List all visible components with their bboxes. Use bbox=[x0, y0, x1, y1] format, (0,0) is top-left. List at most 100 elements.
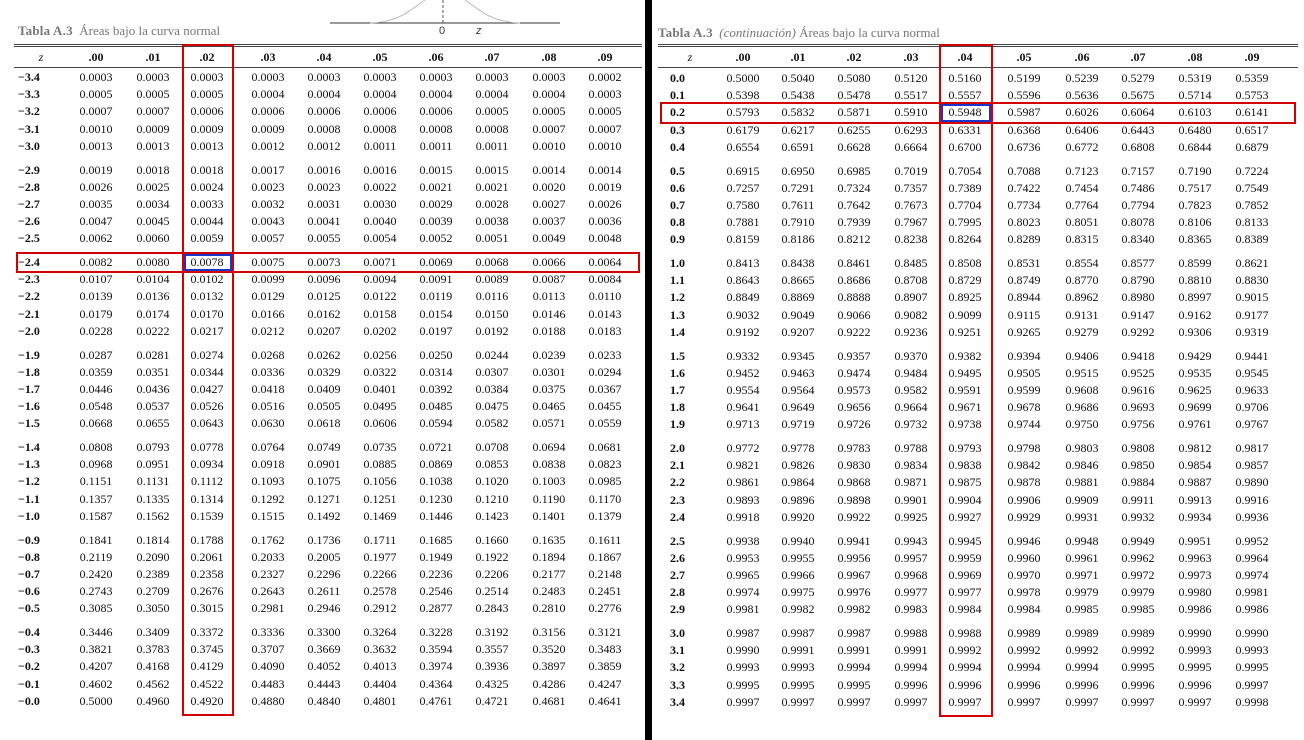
table-cell: 0.9918 bbox=[726, 509, 760, 524]
table-rule bbox=[658, 44, 1298, 45]
table-cell: 0.0040 bbox=[363, 214, 397, 229]
table-cell: 0.4364 bbox=[419, 676, 453, 691]
table-cell: 0.7357 bbox=[894, 180, 928, 195]
table-cell: 0.9875 bbox=[948, 475, 982, 490]
table-cell: 0.5714 bbox=[1178, 88, 1212, 103]
column-header: z bbox=[687, 50, 693, 64]
table-cell: 0.9279 bbox=[1065, 324, 1099, 339]
table-cell: 0.9988 bbox=[894, 626, 928, 640]
table-cell: 0.4483 bbox=[251, 676, 285, 691]
table-cell: 0.5557 bbox=[948, 88, 982, 103]
table-cell: 0.9981 bbox=[1235, 585, 1269, 600]
table-cell: 0.8159 bbox=[726, 232, 760, 247]
table-cell: 0.0418 bbox=[251, 381, 285, 396]
table-cell: 0.0094 bbox=[363, 272, 397, 287]
table-cell: 0.8212 bbox=[837, 232, 871, 247]
table-cell: 0.9968 bbox=[894, 567, 928, 582]
table-cell: 0.1230 bbox=[419, 491, 453, 506]
table-cell: 0.0003 bbox=[307, 70, 341, 84]
table-rule bbox=[14, 44, 642, 45]
column-header: .09 bbox=[1244, 50, 1260, 64]
table-cell: 0.9974 bbox=[726, 585, 760, 600]
table-cell: 0.0048 bbox=[588, 231, 622, 246]
column-header: .07 bbox=[484, 50, 500, 64]
table-cell: 0.9803 bbox=[1065, 441, 1099, 455]
table-cell: 0.9984 bbox=[948, 602, 982, 617]
table-cell: 0.9484 bbox=[894, 365, 928, 380]
table-cell: 0.9943 bbox=[894, 533, 928, 548]
table-cell: 0.0013 bbox=[136, 138, 170, 153]
table-cell: 0.2090 bbox=[136, 549, 170, 564]
table-cell: 0.0007 bbox=[532, 121, 566, 136]
table-cell: 0.9931 bbox=[1065, 509, 1099, 524]
table-cell: 0.3050 bbox=[136, 601, 170, 616]
table-cell: 0.7123 bbox=[1065, 163, 1099, 178]
table-cell: 0.9292 bbox=[1121, 324, 1155, 339]
z-value: −3.4 bbox=[18, 70, 40, 84]
table-cell: 0.9966 bbox=[781, 567, 815, 582]
table-cell: 0.9916 bbox=[1235, 492, 1269, 507]
table-cell: 0.9838 bbox=[948, 458, 982, 473]
table-cell: 0.0005 bbox=[190, 87, 224, 102]
table-cell: 0.9990 bbox=[1235, 626, 1269, 640]
table-cell: 0.9678 bbox=[1007, 400, 1041, 415]
column-header: .00 bbox=[735, 50, 751, 64]
table-cell: 0.9959 bbox=[948, 550, 982, 565]
column-header: .01 bbox=[145, 50, 161, 64]
z-value: −0.2 bbox=[18, 659, 40, 674]
table-cell: 0.0125 bbox=[307, 289, 341, 304]
table-cell: 0.0019 bbox=[79, 162, 113, 177]
table-cell: 0.2148 bbox=[588, 566, 622, 581]
table-cell: 0.9988 bbox=[948, 626, 982, 640]
table-cell: 0.0002 bbox=[588, 70, 622, 84]
table-cell: 0.0041 bbox=[307, 214, 341, 229]
table-cell: 0.9963 bbox=[1178, 550, 1212, 565]
table-cell: 0.9890 bbox=[1235, 475, 1269, 490]
table-cell: 0.0129 bbox=[251, 289, 285, 304]
table-cell: 0.9798 bbox=[1007, 441, 1041, 455]
table-cell: 0.8461 bbox=[837, 256, 871, 270]
table-cell: 0.4562 bbox=[136, 676, 170, 691]
table-cell: 0.3669 bbox=[307, 642, 341, 657]
table-cell: 0.0004 bbox=[363, 87, 397, 102]
table-cell: 0.1446 bbox=[419, 508, 453, 523]
z-value: 1.9 bbox=[670, 417, 685, 432]
table-cell: 0.9850 bbox=[1121, 458, 1155, 473]
panel-divider bbox=[645, 0, 652, 740]
table-cell: 0.5517 bbox=[894, 88, 928, 103]
table-cell: 0.9345 bbox=[781, 348, 815, 363]
table-cell: 0.0012 bbox=[307, 138, 341, 153]
table-cell: 0.7580 bbox=[726, 197, 760, 212]
table-cell: 0.0052 bbox=[419, 231, 453, 246]
table-cell: 0.9993 bbox=[1235, 643, 1269, 658]
table-cell: 0.6443 bbox=[1121, 122, 1155, 137]
table-cell: 0.1611 bbox=[588, 532, 622, 547]
table-cell: 0.0174 bbox=[136, 306, 170, 321]
table-cell: 0.8413 bbox=[726, 256, 760, 270]
table-cell: 0.9649 bbox=[781, 400, 815, 415]
table-cell: 0.0082 bbox=[79, 255, 113, 269]
table-cell: 0.9901 bbox=[894, 492, 928, 507]
table-cell: 0.0010 bbox=[532, 138, 566, 153]
table-cell: 0.0808 bbox=[79, 440, 113, 454]
table-cell: 0.0287 bbox=[79, 347, 113, 362]
table-cell: 0.1292 bbox=[251, 491, 285, 506]
table-cell: 0.9995 bbox=[1121, 660, 1155, 675]
column-header: .04 bbox=[316, 50, 332, 64]
table-cell: 0.9177 bbox=[1235, 307, 1269, 322]
table-cell: 0.9938 bbox=[726, 533, 760, 548]
table-cell: 0.0005 bbox=[136, 87, 170, 102]
table-cell: 0.0014 bbox=[588, 162, 622, 177]
table-cell: 0.6103 bbox=[1178, 105, 1212, 120]
table-cell: 0.9991 bbox=[837, 643, 871, 658]
table-cell: 0.5398 bbox=[726, 88, 760, 103]
table-cell: 0.7704 bbox=[948, 197, 982, 212]
table-cell: 0.9686 bbox=[1065, 400, 1099, 415]
table-cell: 0.0004 bbox=[532, 87, 566, 102]
table-cell: 0.7422 bbox=[1007, 180, 1041, 195]
table-cell: 0.6772 bbox=[1065, 139, 1099, 154]
table-cell: 0.0281 bbox=[136, 347, 170, 362]
table-cell: 0.8749 bbox=[1007, 273, 1041, 288]
table-cell: 0.6480 bbox=[1178, 122, 1212, 137]
table-cell: 0.9608 bbox=[1065, 382, 1099, 397]
